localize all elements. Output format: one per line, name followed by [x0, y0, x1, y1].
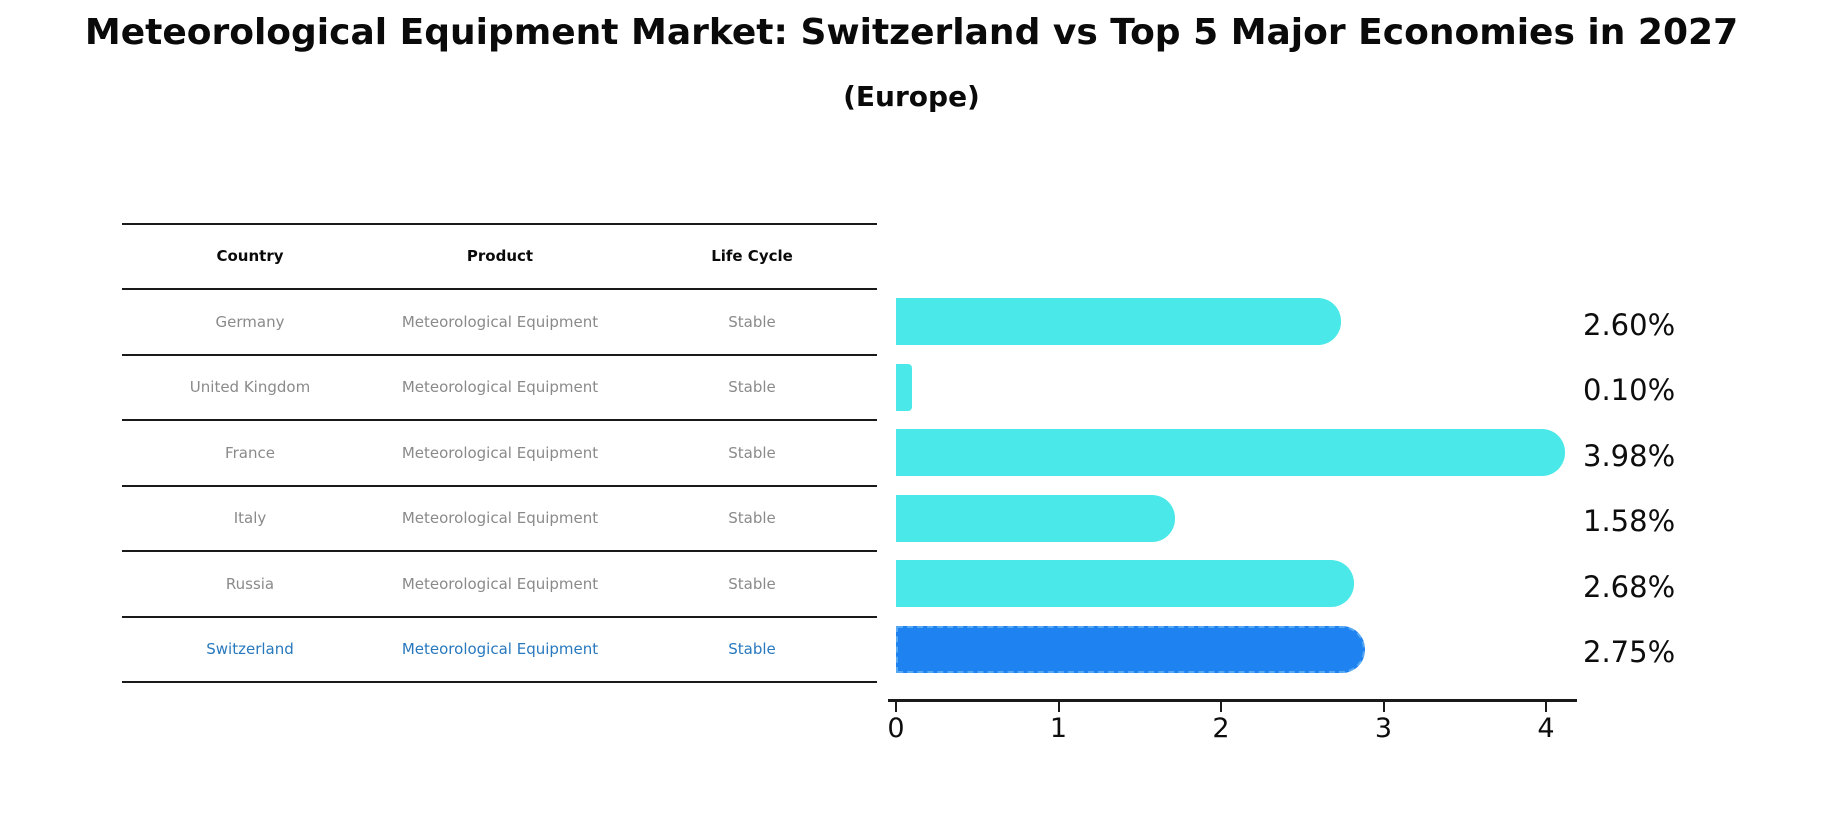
- table-cell-italy-country: Italy: [233, 509, 267, 527]
- x-axis-tick: [895, 702, 897, 712]
- x-axis-tick: [1220, 702, 1222, 712]
- table-header-life-cycle: Life Cycle: [711, 247, 793, 265]
- table-cell-russia-product: Meteorological Equipment: [401, 574, 599, 593]
- table-divider: [122, 419, 877, 421]
- table-cell-switzerland-country: Switzerland: [206, 640, 294, 658]
- y-axis-tick: [855, 615, 877, 618]
- table-cell-france-country: France: [225, 443, 275, 462]
- table-cell-germany-life-cycle: Stable: [728, 312, 776, 331]
- table-cell-united-kingdom-country: United Kingdom: [189, 378, 311, 396]
- table-divider: [122, 484, 877, 487]
- table-cell-united-kingdom-life-cycle: Stable: [728, 378, 776, 396]
- table-divider: [122, 353, 877, 356]
- y-axis-tick: [855, 550, 877, 552]
- x-axis-tick-label: 2: [1212, 713, 1230, 744]
- table-cell-russia-life-cycle: Stable: [728, 574, 776, 593]
- bar-value-label-italy: 1.58%: [1583, 504, 1676, 538]
- x-axis-line: [888, 699, 1577, 702]
- table-cell-france-product: Meteorological Equipment: [401, 443, 599, 462]
- y-axis-tick: [855, 288, 877, 290]
- bar-germany: [896, 298, 1341, 345]
- x-axis-tick: [1382, 702, 1385, 712]
- bar-italy: [896, 494, 1175, 542]
- bar-value-label-russia: 2.68%: [1583, 569, 1676, 604]
- table-header-country: Country: [216, 247, 284, 265]
- bar-united-kingdom: [896, 363, 913, 411]
- table-header-product: Product: [466, 247, 534, 265]
- table-divider: [122, 681, 877, 683]
- x-axis-tick: [1057, 702, 1060, 712]
- table-cell-germany-country: Germany: [215, 312, 285, 331]
- x-axis-tick: [1545, 702, 1547, 712]
- chart-subtitle: (Europe): [843, 80, 980, 113]
- table-cell-united-kingdom-product: Meteorological Equipment: [401, 378, 599, 396]
- table-divider: [122, 615, 877, 618]
- bar-value-label-germany: 2.60%: [1583, 307, 1676, 342]
- table-cell-france-life-cycle: Stable: [728, 443, 776, 462]
- chart-title: Meteorological Equipment Market: Switzer…: [84, 12, 1739, 53]
- table-divider: [122, 288, 877, 290]
- table-divider: [122, 222, 877, 225]
- bar-france: [896, 429, 1565, 476]
- bar-value-label-france: 3.98%: [1583, 438, 1676, 473]
- y-axis-tick: [855, 353, 877, 356]
- table-cell-italy-life-cycle: Stable: [728, 509, 776, 527]
- x-axis-tick-label: 0: [887, 713, 905, 744]
- table-cell-germany-product: Meteorological Equipment: [401, 312, 599, 331]
- y-axis-tick: [855, 484, 877, 487]
- table-cell-italy-product: Meteorological Equipment: [401, 509, 599, 527]
- table-cell-switzerland-product: Meteorological Equipment: [401, 640, 599, 658]
- table-cell-russia-country: Russia: [225, 574, 275, 593]
- table-cell-switzerland-life-cycle: Stable: [728, 640, 776, 658]
- bar-value-label-switzerland: 2.75%: [1583, 635, 1676, 669]
- bar-value-label-united-kingdom: 0.10%: [1583, 373, 1676, 407]
- y-axis-tick: [855, 419, 877, 421]
- bar-russia: [896, 560, 1354, 607]
- x-axis-tick-label: 3: [1374, 713, 1393, 744]
- x-axis-tick-label: 1: [1049, 713, 1068, 744]
- x-axis-tick-label: 4: [1537, 713, 1555, 744]
- table-divider: [122, 550, 877, 552]
- y-axis-tick: [855, 681, 877, 683]
- bar-switzerland: [896, 625, 1365, 673]
